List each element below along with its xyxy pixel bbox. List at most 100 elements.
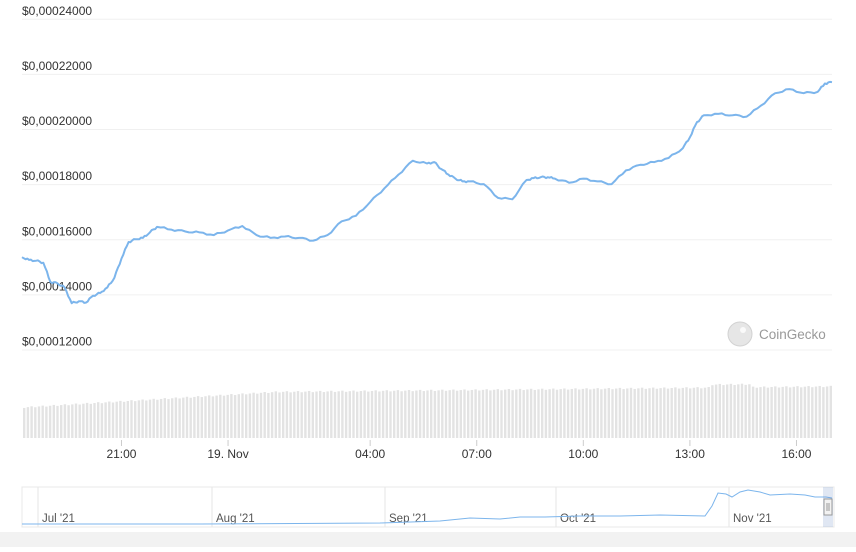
volume-bar (607, 388, 610, 438)
volume-bar (89, 403, 92, 438)
volume-bar (60, 405, 63, 438)
volume-bar (463, 389, 466, 438)
volume-bar (481, 389, 485, 438)
volume-bar (648, 388, 651, 438)
volume-bar (818, 385, 821, 438)
volume-bar (130, 400, 133, 438)
volume-bar (396, 390, 400, 438)
volume-bar (422, 391, 425, 438)
volume-bar (426, 390, 429, 438)
volume-bar (437, 390, 440, 438)
volume-bar (267, 392, 270, 438)
volume-bar (792, 386, 795, 438)
volume-bar (374, 390, 377, 438)
volume-bar (533, 389, 536, 438)
volume-bar (37, 406, 41, 438)
volume-bar (322, 392, 326, 438)
volume-bar (97, 402, 100, 438)
volume-bar (41, 405, 44, 438)
volume-bar (344, 391, 348, 438)
volume-bar (592, 388, 596, 438)
volume-bar (278, 392, 281, 438)
volume-bar (740, 383, 744, 438)
volume-bar (718, 383, 721, 438)
volume-bar (441, 389, 444, 438)
volume-bar (400, 391, 403, 438)
volume-bar (330, 390, 333, 438)
range-navigator[interactable]: Jul '21 Aug '21 Sep '21 Oct '21 Nov '21 (21, 486, 835, 528)
volume-bar (370, 390, 374, 438)
volume-bar (774, 386, 777, 438)
volume-bar (655, 388, 659, 438)
volume-bar (215, 395, 218, 438)
volume-bar (204, 396, 207, 438)
volume-bar (348, 391, 351, 438)
volume-bar (714, 384, 718, 438)
volume-bar (404, 390, 407, 438)
y-axis-labels: $0,00012000 $0,00014000 $0,00016000 $0,0001… (22, 4, 92, 349)
volume-bar (304, 391, 307, 438)
volume-bar (289, 392, 292, 438)
price-line[interactable] (21, 80, 833, 305)
watermark-label: CoinGecko (759, 327, 826, 342)
volume-bar (252, 392, 255, 438)
y-tick-label: $0,00020000 (22, 114, 92, 128)
volume-bar (563, 388, 566, 438)
scrollbar-track[interactable] (0, 532, 856, 547)
volume-bars (23, 383, 832, 438)
navigator-tick-label: Aug '21 (216, 513, 255, 525)
navigator-frame (21, 486, 835, 528)
volume-bar (467, 390, 470, 438)
volume-bar (430, 389, 433, 438)
volume-bar (814, 386, 818, 438)
volume-bar (707, 387, 710, 438)
volume-bar (829, 385, 832, 438)
volume-bar (219, 394, 222, 438)
volume-bar (193, 396, 196, 438)
volume-bar (485, 389, 488, 438)
volume-bar (585, 388, 588, 438)
navigator-tick-label: Jul '21 (42, 513, 75, 525)
volume-bar (389, 391, 392, 438)
volume-bar (578, 389, 581, 438)
volume-bar (156, 399, 159, 438)
volume-bar (282, 391, 285, 438)
x-tick-label: 16:00 (781, 447, 811, 461)
volume-bar (196, 396, 200, 438)
volume-bar (544, 389, 548, 438)
volume-bar (603, 388, 607, 438)
volume-bar (529, 388, 533, 438)
volume-bar (455, 390, 459, 438)
volume-bar (93, 403, 96, 438)
volume-bar (796, 386, 799, 438)
volume-bar (759, 387, 762, 438)
volume-bar (681, 387, 684, 438)
volume-bar (407, 389, 411, 438)
volume-bar (319, 390, 322, 438)
volume-bar (171, 398, 174, 438)
volume-bar (507, 389, 511, 438)
volume-bar (618, 387, 622, 438)
navigator-line (22, 489, 833, 525)
volume-bar (459, 390, 462, 438)
volume-bar (644, 388, 647, 438)
volume-bar (574, 388, 577, 438)
volume-bar (378, 391, 381, 438)
volume-bar (45, 406, 48, 438)
volume-bar (633, 388, 636, 438)
y-tick-label: $0,00016000 (22, 224, 92, 238)
volume-bar (615, 388, 618, 438)
volume-bar (555, 389, 559, 438)
volume-bar (411, 391, 414, 438)
volume-bar (559, 389, 562, 438)
volume-bar (433, 390, 437, 438)
navigator-handle[interactable] (823, 498, 833, 516)
volume-bar (637, 388, 640, 438)
volume-bar (211, 396, 215, 438)
volume-bar (326, 391, 329, 438)
volume-bar (178, 398, 181, 438)
volume-bar (208, 395, 211, 438)
volume-bar (452, 389, 455, 438)
volume-bar (726, 384, 729, 438)
volume-bar (233, 395, 237, 438)
